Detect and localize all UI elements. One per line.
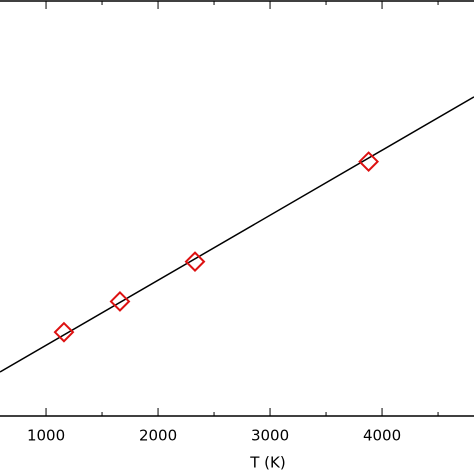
x-tick-label: 2000 [139, 427, 177, 445]
marker [109, 291, 131, 312]
x-axis-label: T (K) [249, 454, 285, 472]
marker [184, 251, 206, 273]
fit-line [0, 96, 474, 373]
marker [53, 321, 75, 343]
marker [358, 151, 380, 173]
x-tick-label: 1000 [27, 427, 65, 445]
x-tick-label: 3000 [251, 427, 289, 445]
x-tick-label: 4000 [363, 427, 401, 445]
